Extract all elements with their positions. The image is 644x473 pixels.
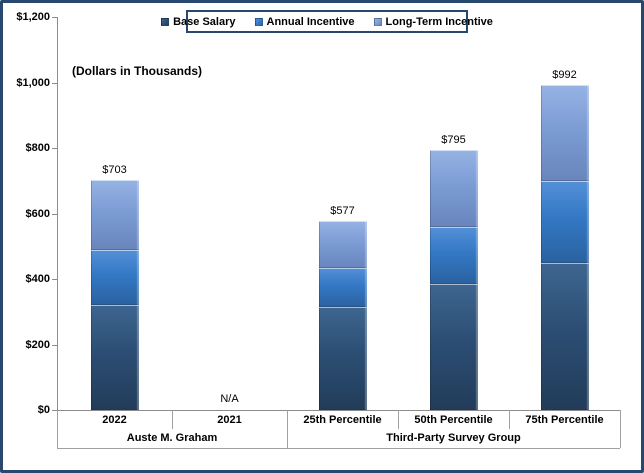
category-label-4: 50th Percentile	[414, 414, 493, 426]
cat-group-divider	[287, 410, 288, 448]
bar-total-label: $992	[552, 69, 577, 82]
bar-segment-annual-incentive[interactable]	[90, 249, 139, 306]
category-label-2: 2021	[217, 414, 242, 426]
legend-item-long-term-incentive[interactable]: Long-Term Incentive	[373, 15, 493, 28]
legend-label-long-term-incentive: Long-Term Incentive	[385, 15, 493, 28]
bar-segment-base-salary[interactable]	[318, 306, 367, 410]
legend-item-annual-incentive[interactable]: Annual Incentive	[254, 15, 355, 28]
cat-right-edge	[620, 410, 621, 448]
y-axis-tick-label: $800	[25, 142, 50, 154]
y-axis-tick	[52, 279, 57, 280]
y-axis-tick-label: $200	[25, 338, 50, 351]
stacked-bar-2022[interactable]	[90, 179, 139, 410]
legend-item-base-salary[interactable]: Base Salary	[161, 15, 236, 28]
cat-bottom-edge	[57, 448, 620, 449]
bar-na-label: N/A	[220, 393, 239, 405]
cat-sub-divider-3	[509, 410, 510, 429]
category-label-1: 2022	[102, 414, 127, 426]
cat-sub-divider-1	[172, 410, 173, 429]
stacked-bar-75th-percentile[interactable]	[540, 85, 589, 410]
bar-segment-annual-incentive[interactable]	[429, 226, 478, 284]
bar-segment-long-term-incentive[interactable]	[90, 179, 139, 250]
bar-segment-long-term-incentive[interactable]	[429, 149, 478, 227]
group-label-1: Auste M. Graham	[126, 432, 218, 444]
y-axis-tick-label: $1,200	[16, 11, 50, 23]
chart-legend[interactable]: Base Salary Annual Incentive Long-Term I…	[161, 10, 493, 33]
annual-incentive-swatch-icon	[254, 17, 263, 26]
bar-segment-base-salary[interactable]	[429, 283, 478, 410]
bar-total-label: $703	[102, 163, 127, 176]
legend-label-annual-incentive: Annual Incentive	[266, 15, 355, 28]
bar-segment-base-salary[interactable]	[540, 262, 589, 410]
y-axis-tick-label: $1,000	[16, 76, 50, 89]
y-axis-tick	[52, 344, 57, 346]
bar-segment-long-term-incentive[interactable]	[318, 221, 367, 268]
y-axis-tick	[52, 410, 57, 411]
category-label-5: 75th Percentile	[525, 414, 604, 426]
y-axis-tick	[52, 213, 57, 215]
base-salary-swatch-icon	[161, 17, 170, 26]
bar-segment-base-salary[interactable]	[90, 305, 139, 410]
y-axis-tick	[52, 82, 57, 84]
bar-segment-annual-incentive[interactable]	[318, 267, 367, 307]
y-axis-tick-label: $400	[25, 273, 50, 285]
stacked-bar-25th-percentile[interactable]	[318, 221, 367, 410]
bar-segment-annual-incentive[interactable]	[540, 180, 589, 263]
bar-segment-long-term-incentive[interactable]	[540, 85, 589, 181]
bar-total-label: $795	[441, 133, 466, 146]
y-axis-tick-label: $0	[37, 404, 50, 416]
cat-sub-divider-2	[398, 410, 399, 429]
y-axis-tick	[52, 148, 57, 149]
x-axis-line	[57, 410, 620, 411]
legend-label-base-salary: Base Salary	[173, 15, 236, 28]
cat-left-edge	[57, 410, 58, 448]
group-label-2: Third-Party Survey Group	[386, 432, 521, 444]
y-axis-tick-label: $600	[25, 207, 50, 220]
y-axis-line	[57, 17, 58, 410]
category-label-3: 25th Percentile	[303, 414, 382, 426]
bar-total-label: $577	[330, 205, 355, 218]
units-note: (Dollars in Thousands)	[72, 64, 203, 78]
stacked-bar-50th-percentile[interactable]	[429, 149, 478, 410]
long-term-incentive-swatch-icon	[373, 17, 382, 26]
y-axis-tick	[52, 17, 57, 18]
